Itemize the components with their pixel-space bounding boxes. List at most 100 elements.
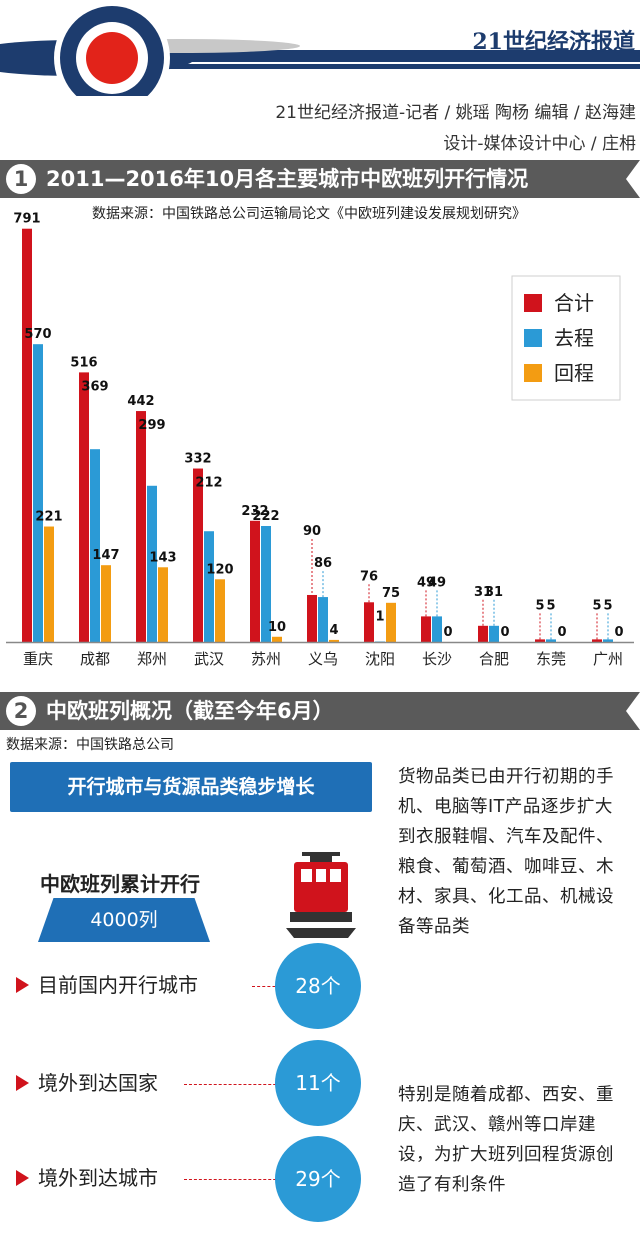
value-label: 49 xyxy=(417,575,435,590)
ports-paragraph: 特别是随着成都、西安、重庆、武汉、赣州等口岸建设，为扩大班列回程货源创造了有利条… xyxy=(398,1085,614,1195)
stat-row-domestic-cities: 目前国内开行城市 xyxy=(16,965,296,1005)
bar-chart: 791 570 221 516 369 147 442 299 143 332 212 120 2322… xyxy=(6,212,634,668)
bar-去程-成都 xyxy=(90,449,100,642)
bar-合计-长沙 xyxy=(421,616,431,642)
value-label: 86 xyxy=(314,556,332,571)
brand-title: 21世纪经济报道 xyxy=(472,29,635,55)
value-label: 299 xyxy=(138,418,165,433)
bar-回程-成都 xyxy=(101,565,111,642)
legend-swatch xyxy=(524,364,542,382)
category-label: 成都 xyxy=(80,650,110,668)
legend-label: 合计 xyxy=(554,291,594,315)
category-label: 沈阳 xyxy=(365,650,395,668)
stat-circle-countries: 11个 xyxy=(275,1040,361,1126)
category-label: 广州 xyxy=(593,650,623,668)
section1-title: 2011—2016年10月各主要城市中欧班列开行情况 xyxy=(46,167,529,191)
section1-number: 1 xyxy=(6,164,36,194)
bar-合计-重庆 xyxy=(22,228,32,642)
stat-circle-domestic-cities: 28个 xyxy=(275,943,361,1029)
red-triangle-icon xyxy=(16,1075,29,1091)
category-label: 东莞 xyxy=(536,650,566,668)
value-label: 143 xyxy=(149,550,176,565)
category-label: 重庆 xyxy=(23,650,53,668)
bar-合计-苏州 xyxy=(250,520,260,642)
stat-row-foreign-cities: 境外到达城市 xyxy=(16,1158,296,1198)
value-label: 222 xyxy=(252,509,279,524)
value-label: 76 xyxy=(360,569,378,584)
bar-合计-沈阳 xyxy=(364,602,374,642)
byline-design: 设计-媒体设计中心 / 庄枏 xyxy=(443,134,636,154)
bar-回程-沈阳 xyxy=(386,602,396,642)
dashed-connector xyxy=(184,1179,296,1180)
cargo-paragraph: 货物品类已由开行初期的手机、电脑等IT产品逐步扩大到衣服鞋帽、汽车及配件、粮食、… xyxy=(398,767,614,937)
value-label: 5 xyxy=(603,598,612,613)
cumulative-label: 中欧班列累计开行 xyxy=(40,872,200,896)
bar-去程-郑州 xyxy=(147,485,157,642)
section1-heading: 1 2011—2016年10月各主要城市中欧班列开行情况 xyxy=(0,160,640,198)
value-label: 5 xyxy=(535,598,544,613)
dashed-connector xyxy=(184,1084,296,1085)
value-label: 90 xyxy=(303,524,321,539)
value-label: 31 xyxy=(485,585,503,600)
legend-swatch xyxy=(524,294,542,312)
category-label: 长沙 xyxy=(422,650,452,668)
stat-label: 目前国内开行城市 xyxy=(38,973,198,997)
section2-number: 2 xyxy=(6,696,36,726)
bar-合计-郑州 xyxy=(136,411,146,642)
cumulative-value: 4000列 xyxy=(38,898,210,942)
red-triangle-icon xyxy=(16,1170,29,1186)
value-label: 516 xyxy=(70,355,97,370)
value-label: 0 xyxy=(500,625,509,640)
value-label: 49 xyxy=(428,575,446,590)
value-label: 120 xyxy=(206,562,233,577)
stat-label: 境外到达国家 xyxy=(38,1071,158,1095)
bar-回程-苏州 xyxy=(272,636,282,642)
growth-banner: 开行城市与货源品类稳步增长 xyxy=(10,762,372,812)
value-label: 212 xyxy=(195,476,222,491)
value-label: 5 xyxy=(546,598,555,613)
legend-label: 去程 xyxy=(554,326,594,350)
value-label: 442 xyxy=(127,394,154,409)
bar-回程-义乌 xyxy=(329,639,339,642)
section2-source: 数据来源：中国铁路总公司 xyxy=(6,737,174,753)
dashed-connector xyxy=(252,986,296,987)
category-label: 义乌 xyxy=(308,650,338,668)
bar-回程-重庆 xyxy=(44,526,54,642)
value-label: 0 xyxy=(614,625,623,640)
bar-去程-东莞 xyxy=(546,639,556,642)
section2-heading: 2 中欧班列概况（截至今年6月） xyxy=(0,692,640,730)
bar-合计-成都 xyxy=(79,372,89,642)
bar-回程-郑州 xyxy=(158,567,168,642)
bar-合计-武汉 xyxy=(193,468,203,642)
legend-swatch xyxy=(524,329,542,347)
bar-去程-广州 xyxy=(603,639,613,642)
value-label: 1 xyxy=(375,609,384,624)
category-label: 苏州 xyxy=(251,650,281,668)
stat-label: 境外到达城市 xyxy=(38,1166,158,1190)
value-label: 332 xyxy=(184,452,211,467)
value-label: 369 xyxy=(81,379,108,394)
value-label: 0 xyxy=(443,625,452,640)
bar-合计-广州 xyxy=(592,639,602,642)
bar-去程-合肥 xyxy=(489,625,499,642)
value-label: 791 xyxy=(13,212,40,227)
bar-去程-沈阳 xyxy=(375,641,385,642)
section1-source: 数据来源：中国铁路总公司运输局论文《中欧班列建设发展规划研究》 xyxy=(92,206,526,222)
legend-label: 回程 xyxy=(554,361,594,385)
stat-row-countries: 境外到达国家 xyxy=(16,1063,296,1103)
bar-合计-东莞 xyxy=(535,639,545,642)
value-label: 232 xyxy=(241,504,268,519)
newspaper-logo-icon xyxy=(0,0,640,96)
category-label: 合肥 xyxy=(479,650,509,668)
value-label: 75 xyxy=(382,586,400,601)
value-label: 570 xyxy=(24,327,51,342)
value-label: 221 xyxy=(35,510,62,525)
value-label: 5 xyxy=(592,598,601,613)
bar-去程-重庆 xyxy=(33,344,43,642)
category-label: 郑州 xyxy=(137,650,167,668)
bar-去程-长沙 xyxy=(432,616,442,642)
train-icon xyxy=(286,852,356,938)
value-label: 31 xyxy=(474,585,492,600)
section1-bar-shape xyxy=(0,160,640,198)
